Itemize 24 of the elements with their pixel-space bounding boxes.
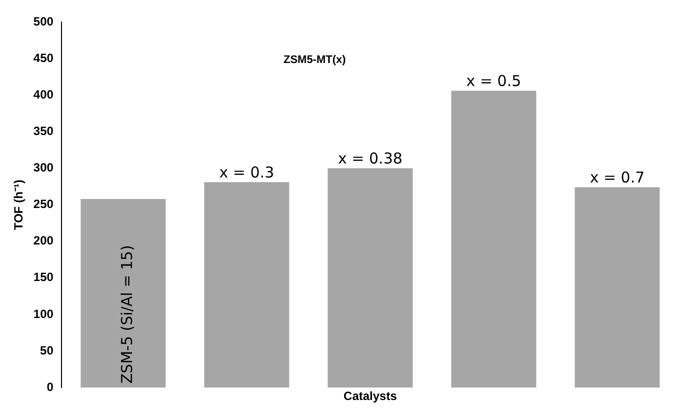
bar: [80, 198, 166, 388]
y-tick-label: 450: [33, 50, 54, 65]
x-tick-label: x = 0.7: [590, 168, 645, 187]
bar: [204, 182, 290, 388]
y-tick-label: 200: [33, 234, 54, 248]
x-tick-label: x = 0.3: [219, 164, 274, 182]
bar: [574, 187, 660, 388]
y-axis-title: TOF (h⁻¹): [12, 180, 26, 230]
y-tick-label: 150: [33, 270, 54, 284]
y-tick-label: 500: [33, 14, 54, 28]
x-tick-label: x = 0.5: [466, 72, 522, 90]
bar: [328, 168, 413, 388]
annotation: ZSM5-MT(x): [283, 54, 346, 66]
y-tick-label: 250: [33, 197, 54, 212]
y-tick-label: 0: [46, 380, 54, 394]
y-tick-label: 50: [40, 343, 54, 358]
x-tick-label: ZSM-5 (Si/Al = 15): [118, 245, 136, 384]
y-tick-label: 100: [33, 306, 54, 321]
y-tick-label: 350: [33, 124, 54, 138]
y-tick-label: 300: [33, 160, 54, 175]
y-tick-label: 400: [33, 87, 54, 102]
x-tick-label: x = 0.38: [338, 150, 402, 168]
bar: [451, 90, 536, 388]
x-axis-title: Catalysts: [344, 389, 398, 404]
